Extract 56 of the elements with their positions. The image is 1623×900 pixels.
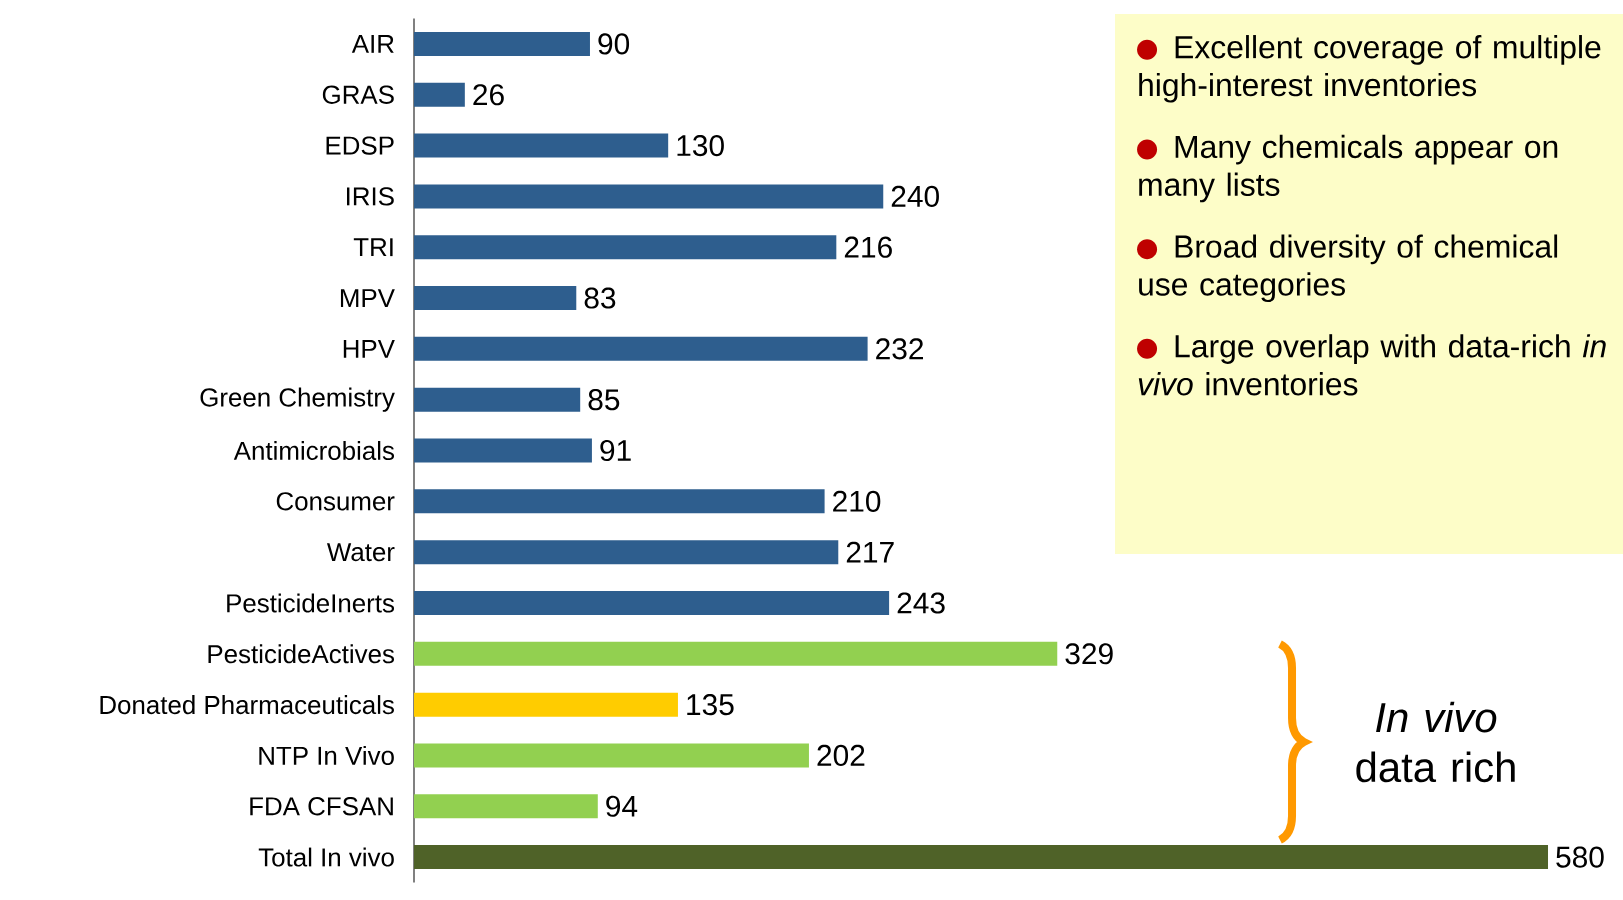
y-tick-label: NTP In Vivo bbox=[259, 745, 394, 765]
bar bbox=[414, 489, 825, 514]
bar bbox=[414, 31, 590, 56]
bar bbox=[414, 184, 884, 209]
annotation: Many chemicals appear on many lists bbox=[1139, 134, 1558, 203]
y-tick-label: Antimicrobials bbox=[233, 440, 395, 461]
data-label: 232 bbox=[876, 338, 924, 360]
bar bbox=[414, 641, 1058, 666]
data-label: 202 bbox=[817, 744, 865, 767]
bar bbox=[414, 794, 598, 819]
data-label: 90 bbox=[598, 33, 630, 55]
y-tick-label: PesticideInerts bbox=[227, 593, 395, 613]
y-tick-label: Consumer bbox=[276, 492, 395, 511]
data-label: 243 bbox=[897, 592, 945, 614]
data-label: 216 bbox=[844, 236, 892, 258]
data-label: 240 bbox=[891, 185, 939, 207]
y-tick-label: Donated Pharmaceuticals bbox=[100, 695, 394, 715]
y-tick-label: Total In vivo bbox=[258, 847, 394, 867]
annotation: Broad diversity of chemical use categories bbox=[1139, 234, 1558, 303]
y-tick-label: PesticideActives bbox=[208, 644, 395, 664]
data-label: 135 bbox=[687, 694, 734, 716]
bar bbox=[414, 540, 839, 565]
y-tick-label: Water bbox=[326, 543, 395, 562]
data-label: 85 bbox=[588, 389, 620, 411]
bar bbox=[414, 133, 669, 158]
bar bbox=[414, 235, 837, 260]
data-label: 580 bbox=[1556, 846, 1604, 868]
data-label: 217 bbox=[846, 541, 894, 563]
bar bbox=[414, 336, 868, 361]
y-tick-label: Green Chemistry bbox=[200, 387, 395, 412]
bar bbox=[414, 845, 1549, 870]
data-label: 210 bbox=[833, 490, 881, 512]
y-tick-label: AIR bbox=[351, 35, 394, 53]
y-tick-label: MPV bbox=[340, 289, 395, 307]
annotation: Excellent coverage of multiple high-interest inventories bbox=[1139, 35, 1601, 103]
y-tick-label: FDA CFSAN bbox=[250, 797, 393, 816]
y-tick-label: GRAS bbox=[322, 85, 394, 104]
data-label: 26 bbox=[473, 84, 504, 106]
data-label: 91 bbox=[600, 439, 631, 462]
y-tick-label: TRI bbox=[353, 238, 393, 257]
y-tick-label: HPV bbox=[343, 339, 395, 358]
data-label: 130 bbox=[677, 134, 724, 157]
annotation: In vivo data rich bbox=[1356, 701, 1515, 783]
bar bbox=[414, 590, 890, 615]
y-tick-label: IRIS bbox=[346, 187, 394, 206]
data-label: 83 bbox=[584, 287, 616, 309]
data-label: 329 bbox=[1065, 643, 1113, 665]
bar bbox=[414, 743, 809, 768]
bar bbox=[414, 286, 577, 311]
text: Large overlap with data-rich in vivo inventories bbox=[1138, 334, 1606, 396]
bar bbox=[414, 82, 465, 107]
data-label: 94 bbox=[606, 795, 638, 817]
bar bbox=[414, 692, 678, 717]
bar bbox=[414, 438, 592, 463]
y-tick-label: EDSP bbox=[326, 136, 394, 155]
bar bbox=[414, 387, 581, 412]
